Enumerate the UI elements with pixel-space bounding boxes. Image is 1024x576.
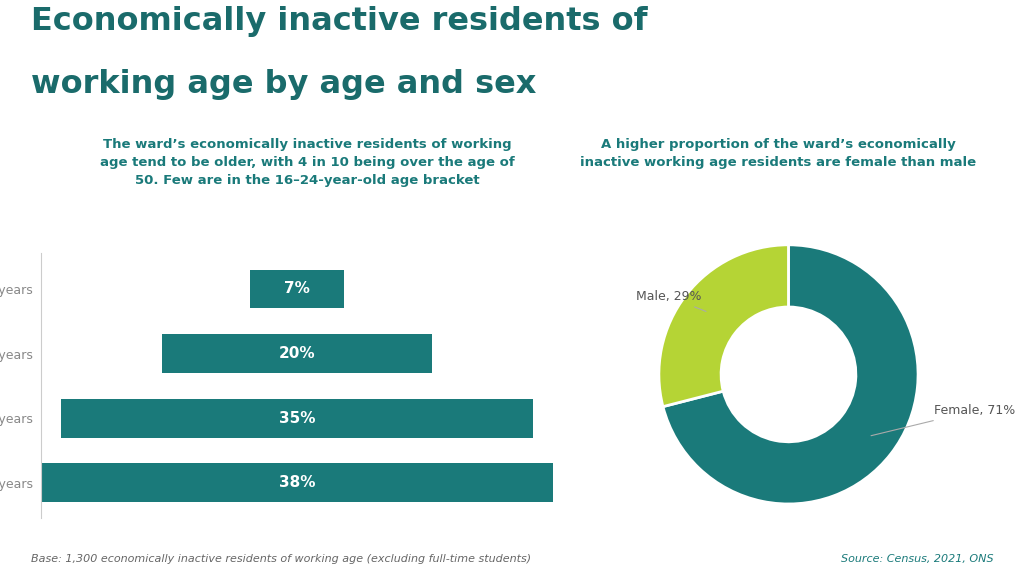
Text: A higher proportion of the ward’s economically
inactive working age residents ar: A higher proportion of the ward’s econom… xyxy=(581,138,976,169)
Text: 20%: 20% xyxy=(279,346,315,361)
Bar xyxy=(250,270,344,308)
Bar xyxy=(61,399,532,438)
Text: Base: 1,300 economically inactive residents of working age (excluding full-time : Base: 1,300 economically inactive reside… xyxy=(31,555,530,564)
Text: 7%: 7% xyxy=(284,282,310,297)
Bar xyxy=(162,334,432,373)
Text: working age by age and sex: working age by age and sex xyxy=(31,69,537,100)
Wedge shape xyxy=(663,245,919,504)
Wedge shape xyxy=(658,245,788,407)
Text: Female, 71%: Female, 71% xyxy=(871,404,1015,435)
Bar xyxy=(41,464,553,502)
Text: Economically inactive residents of: Economically inactive residents of xyxy=(31,6,647,37)
Text: Source: Census, 2021, ONS: Source: Census, 2021, ONS xyxy=(841,555,993,564)
Text: The ward’s economically inactive residents of working
age tend to be older, with: The ward’s economically inactive residen… xyxy=(99,138,515,187)
Text: Male, 29%: Male, 29% xyxy=(636,290,706,312)
Text: 38%: 38% xyxy=(279,475,315,490)
Text: 35%: 35% xyxy=(279,411,315,426)
